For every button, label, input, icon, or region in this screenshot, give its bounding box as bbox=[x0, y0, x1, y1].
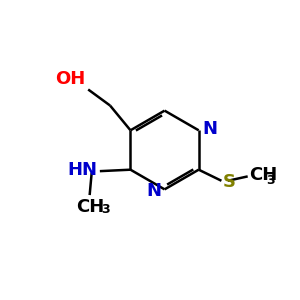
Text: CH: CH bbox=[249, 166, 278, 184]
Text: S: S bbox=[223, 173, 236, 191]
Text: CH: CH bbox=[76, 198, 104, 216]
Text: 3: 3 bbox=[266, 174, 275, 187]
Text: HN: HN bbox=[68, 161, 98, 179]
Text: 3: 3 bbox=[101, 202, 110, 216]
Text: N: N bbox=[146, 182, 161, 200]
Text: N: N bbox=[202, 120, 217, 138]
Text: OH: OH bbox=[56, 70, 86, 88]
